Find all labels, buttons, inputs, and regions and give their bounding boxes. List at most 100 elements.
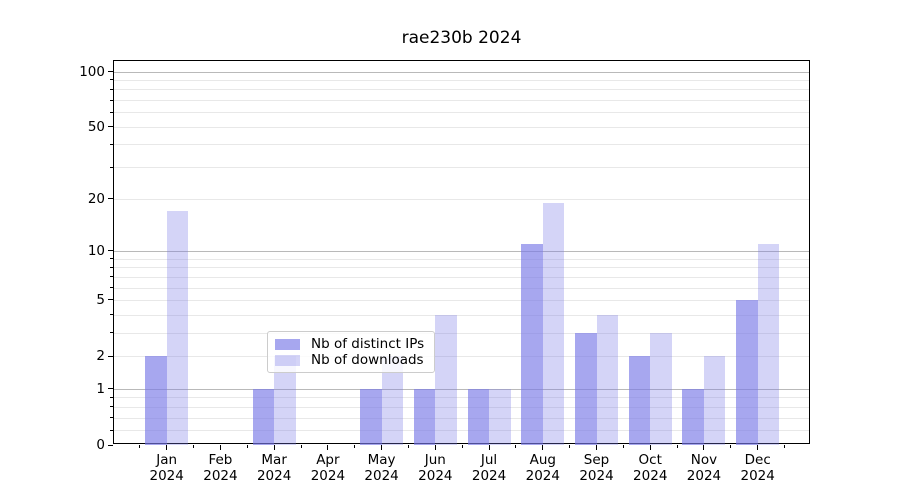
y-axis-minor-tick-60 [110, 111, 113, 113]
x-axis-tick-jan-2024 [166, 445, 168, 450]
gridline-minor-4 [114, 314, 809, 316]
bar-nb-of-distinct-ips-nov-2024 [682, 388, 704, 445]
x-axis-tick-aug-2024 [542, 445, 544, 450]
x-axis-minor-tick-2 [246, 445, 248, 448]
y-axis-tick-label-20: 20 [87, 190, 105, 207]
bar-nb-of-distinct-ips-may-2024 [360, 388, 382, 445]
gridline-minor-5 [114, 299, 809, 301]
y-axis-tick-label-1: 1 [96, 380, 105, 397]
gridline-minor-50 [114, 126, 809, 128]
x-axis-tick-label-sep-2024: Sep 2024 [579, 452, 614, 484]
gridline-minor-3 [114, 332, 809, 334]
bar-nb-of-downloads-jul-2024 [489, 388, 511, 445]
gridline-minor-2 [114, 356, 809, 358]
y-axis-minor-tick-0.6 [110, 406, 113, 408]
x-axis-minor-tick-6 [461, 445, 463, 448]
gridline-major-1 [114, 388, 809, 390]
y-axis-tick-100 [108, 71, 113, 72]
bar-nb-of-distinct-ips-dec-2024 [736, 299, 758, 445]
bar-nb-of-downloads-jan-2024 [166, 211, 189, 445]
y-axis-minor-tick-9 [110, 258, 113, 260]
bar-nb-of-downloads-sep-2024 [596, 314, 619, 445]
gridline-minor-0.4 [114, 417, 809, 419]
y-axis-tick-1 [108, 388, 113, 390]
y-axis-tick-label-10: 10 [87, 242, 105, 259]
legend-swatch-nb-of-downloads [275, 354, 300, 366]
gridline-minor-0.8 [114, 397, 809, 399]
x-axis-tick-label-apr-2024: Apr 2024 [310, 452, 346, 484]
bar-nb-of-downloads-dec-2024 [757, 243, 780, 445]
bar-nb-of-distinct-ips-mar-2024 [252, 388, 275, 445]
y-axis-minor-tick-90 [110, 79, 113, 81]
y-axis-minor-tick-0.8 [110, 396, 113, 398]
chart-title: rae230b 2024 [401, 28, 522, 48]
gridline-minor-6 [114, 287, 809, 289]
x-axis-tick-oct-2024 [649, 445, 651, 450]
legend-label-nb-of-distinct-ips: Nb of distinct IPs [311, 336, 425, 352]
y-axis-tick-label-50: 50 [87, 118, 105, 135]
y-axis-tick-label-100: 100 [79, 63, 105, 80]
y-axis-tick-label-0: 0 [96, 437, 105, 453]
gridline-minor-9 [114, 258, 809, 260]
x-axis-tick-sep-2024 [596, 445, 598, 450]
y-axis-minor-tick-7 [110, 276, 113, 278]
y-axis-minor-tick-30 [110, 166, 113, 168]
gridline-major-10 [114, 250, 809, 252]
x-axis-tick-may-2024 [381, 445, 383, 450]
x-axis-tick-label-nov-2024: Nov 2024 [686, 452, 722, 484]
x-axis-tick-label-jun-2024: Jun 2024 [418, 452, 453, 484]
bar-nb-of-distinct-ips-aug-2024 [521, 243, 543, 445]
x-axis-tick-mar-2024 [273, 445, 275, 450]
gridline-minor-90 [114, 79, 809, 81]
x-axis-minor-tick-11 [730, 445, 732, 448]
x-axis-minor-tick-5 [407, 445, 409, 448]
x-axis-tick-label-may-2024: May 2024 [364, 452, 399, 484]
y-axis-tick-label-2: 2 [96, 348, 105, 365]
gridline-major-100 [114, 71, 809, 73]
gridline-minor-70 [114, 100, 809, 102]
x-axis-minor-tick-7 [515, 445, 517, 448]
y-axis-minor-tick-0.4 [110, 417, 113, 419]
x-axis-tick-label-feb-2024: Feb 2024 [203, 452, 238, 484]
y-axis-minor-tick-70 [110, 99, 113, 101]
bar-nb-of-downloads-may-2024 [381, 356, 404, 445]
y-axis-minor-tick-3 [110, 332, 113, 334]
y-axis-tick-10 [108, 250, 113, 252]
gridline-minor-30 [114, 167, 809, 169]
bar-nb-of-downloads-nov-2024 [703, 356, 726, 445]
gridline-minor-60 [114, 112, 809, 114]
x-axis-minor-tick-3 [300, 445, 302, 448]
x-axis-tick-label-jul-2024: Jul 2024 [471, 452, 507, 484]
x-axis-minor-tick-9 [622, 445, 624, 448]
bar-nb-of-downloads-aug-2024 [542, 202, 565, 445]
gridline-minor-80 [114, 89, 809, 91]
bar-nb-of-downloads-mar-2024 [274, 356, 296, 445]
y-axis-minor-tick-80 [110, 88, 113, 90]
y-axis-minor-tick-0.2 [110, 429, 113, 431]
x-axis-tick-nov-2024 [703, 445, 705, 450]
bar-nb-of-distinct-ips-jan-2024 [145, 356, 167, 445]
x-axis-tick-jul-2024 [488, 445, 490, 450]
x-axis-minor-tick-10 [676, 445, 678, 448]
x-axis-tick-label-mar-2024: Mar 2024 [256, 452, 292, 484]
y-axis-minor-tick-2 [110, 355, 113, 357]
x-axis-minor-tick-1 [193, 445, 195, 448]
y-axis-minor-tick-50 [110, 126, 113, 128]
bar-nb-of-distinct-ips-oct-2024 [628, 356, 651, 445]
y-axis-minor-tick-6 [110, 287, 113, 289]
x-axis-tick-label-oct-2024: Oct 2024 [633, 452, 668, 484]
bar-nb-of-distinct-ips-sep-2024 [575, 332, 597, 445]
x-axis-tick-label-jan-2024: Jan 2024 [149, 452, 184, 484]
x-axis-tick-label-dec-2024: Dec 2024 [740, 452, 775, 484]
x-axis-tick-jun-2024 [434, 445, 436, 450]
y-axis-minor-tick-8 [110, 266, 113, 268]
x-axis-tick-apr-2024 [327, 445, 329, 450]
bar-nb-of-distinct-ips-jun-2024 [413, 388, 436, 445]
y-axis-minor-tick-40 [110, 143, 113, 145]
bar-nb-of-distinct-ips-jul-2024 [467, 388, 490, 445]
x-axis-minor-tick-4 [354, 445, 356, 448]
y-axis-minor-tick-4 [110, 314, 113, 316]
bar-nb-of-downloads-oct-2024 [650, 332, 672, 445]
legend-item-nb-of-distinct-ips: Nb of distinct IPs [275, 336, 426, 352]
